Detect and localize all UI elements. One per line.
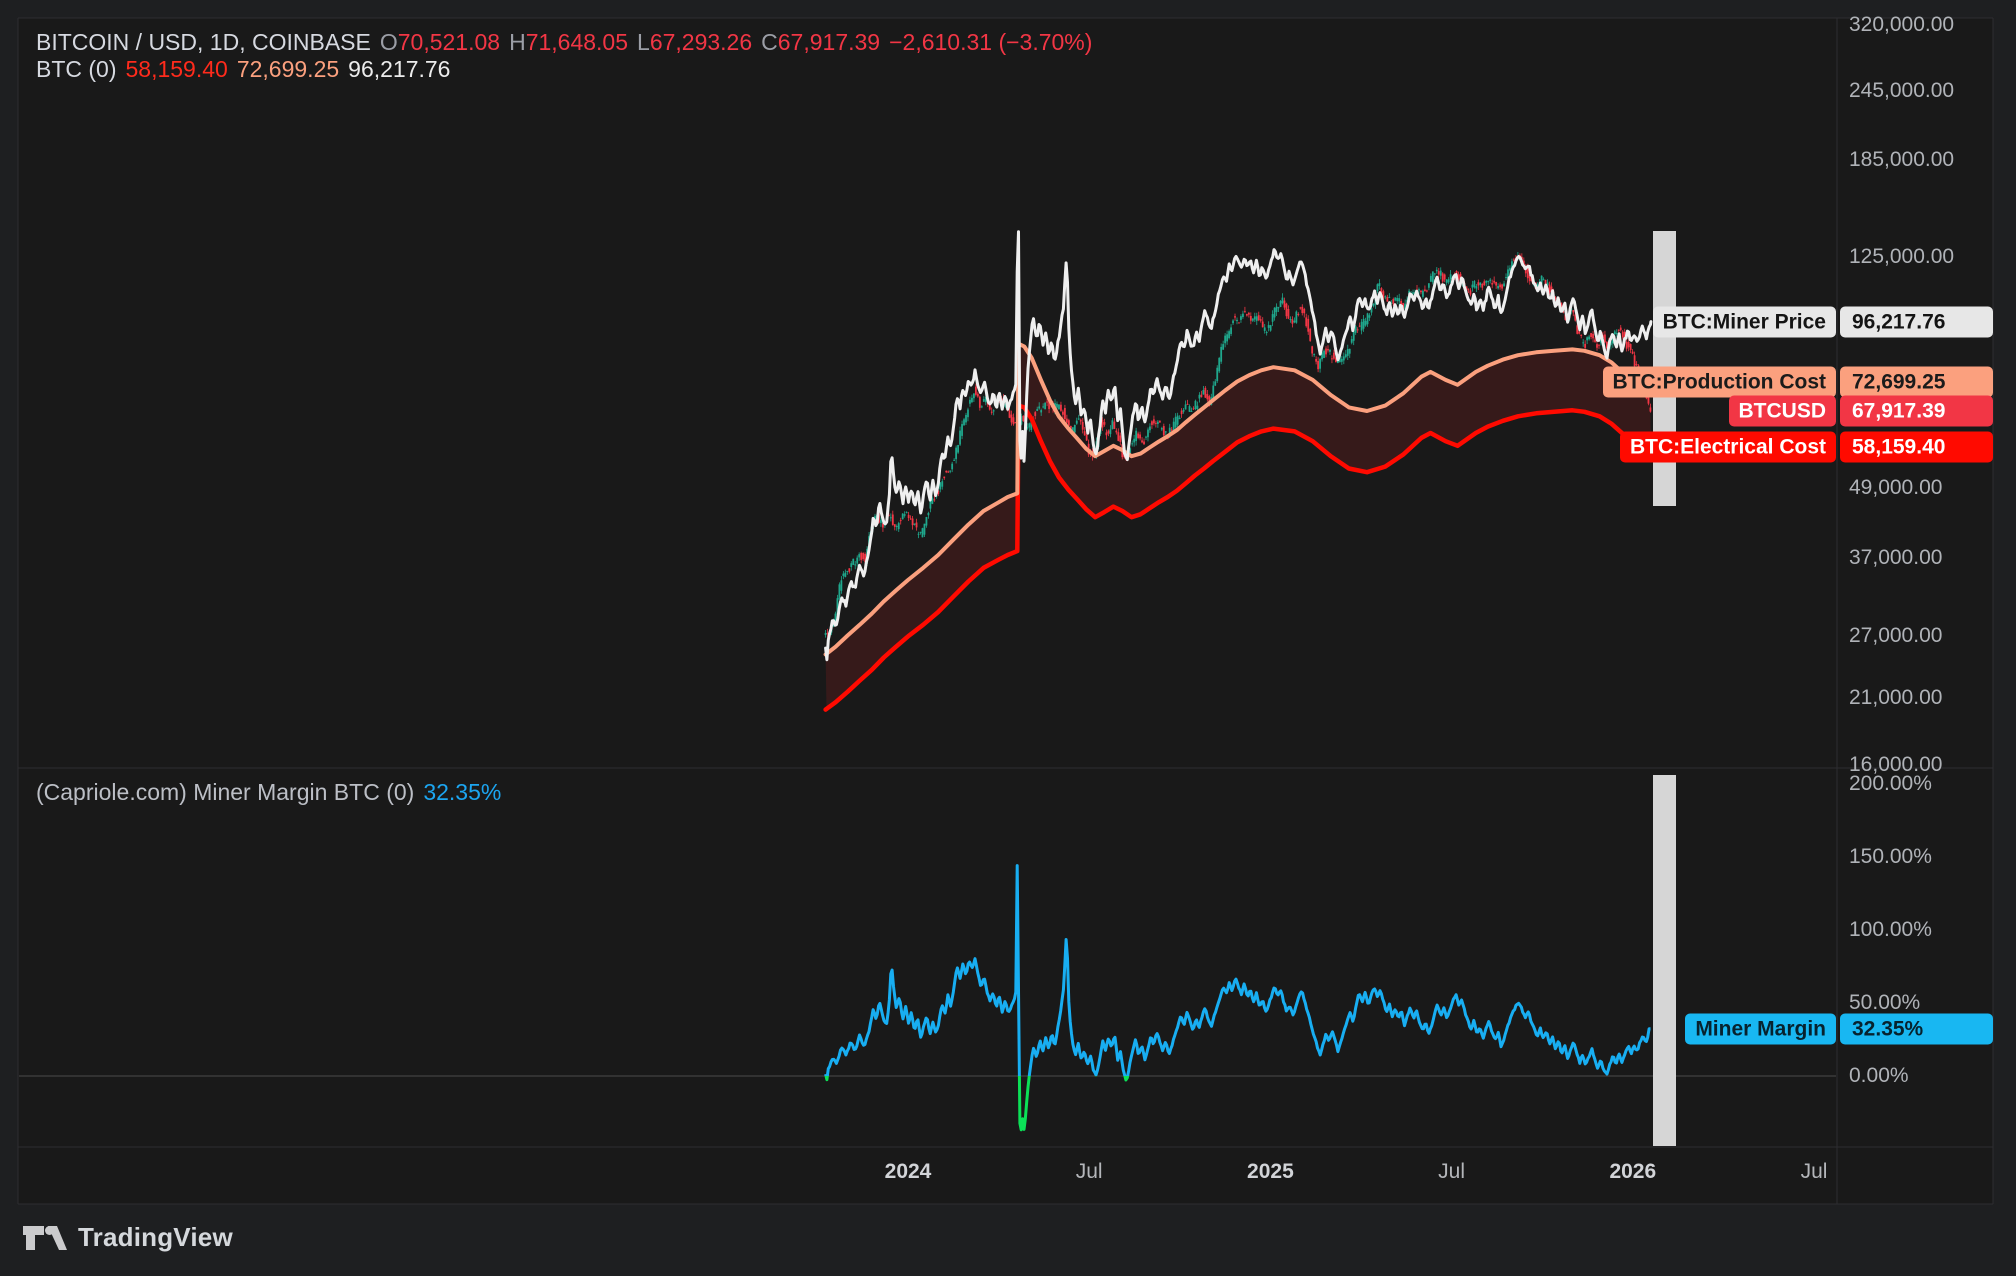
price-axis-tick: 49,000.00 <box>1849 476 1943 500</box>
miner-price-axis-value[interactable]: 96,217.76 <box>1840 306 1993 338</box>
production-cost-value: 72,699.25 <box>236 56 340 82</box>
percent-axis-tick: 50.00% <box>1849 991 1921 1014</box>
price-axis-tick: 245,000.00 <box>1849 78 1955 102</box>
percent-axis-tick: 200.00% <box>1849 772 1932 795</box>
miner-margin-axis-value[interactable]: 32.35% <box>1840 1013 1993 1045</box>
symbol-header-row: BITCOIN / USD, 1D, COINBASE O70,521.08 H… <box>36 29 1092 56</box>
miner-price-value: 96,217.76 <box>348 56 451 82</box>
price-axis-tick: 16,000.00 <box>1849 752 1943 776</box>
production-cost-axis-value[interactable]: 72,699.25 <box>1840 366 1993 398</box>
time-axis-label: 2024 <box>884 1160 932 1183</box>
tradingview-brand-text: TradingView <box>78 1222 233 1252</box>
price-axis-tick: 185,000.00 <box>1849 148 1955 172</box>
price-axis-tick: 27,000.00 <box>1849 623 1943 647</box>
time-axis-label: Jul <box>1800 1160 1828 1183</box>
ohlc-open: O70,521.08 <box>379 29 501 55</box>
price-axis-tick: 21,000.00 <box>1849 685 1943 709</box>
miner-margin-title[interactable]: (Capriole.com) Miner Margin BTC (0) <box>36 779 415 805</box>
time-axis-label: 2025 <box>1247 1160 1294 1183</box>
tradingview-logo-icon <box>23 1225 67 1250</box>
indicator-header-row: BTC (0) 58,159.40 72,699.25 96,217.76 <box>36 56 450 83</box>
change-value: −2,610.31 (−3.70%) <box>889 29 1093 55</box>
miner-margin-header-row: (Capriole.com) Miner Margin BTC (0) 32.3… <box>36 779 501 806</box>
miner-margin-value: 32.35% <box>423 779 502 805</box>
percent-axis-tick: 0.00% <box>1849 1064 1909 1087</box>
percent-axis-tick: 150.00% <box>1849 845 1932 868</box>
miner-price-label[interactable]: BTC:Miner Price <box>1652 306 1836 338</box>
tradingview-watermark[interactable]: TradingView <box>22 1222 233 1253</box>
production-cost-label[interactable]: BTC:Production Cost <box>1602 366 1836 398</box>
price-axis-tick: 125,000.00 <box>1849 245 1955 268</box>
time-axis-label: Jul <box>1075 1160 1103 1183</box>
time-axis-label: 2026 <box>1609 1160 1657 1183</box>
symbol-title[interactable]: BITCOIN / USD, 1D, COINBASE <box>36 29 371 55</box>
indicator-title[interactable]: BTC (0) <box>36 56 117 82</box>
price-axis-tick: 320,000.00 <box>1849 12 1955 36</box>
time-axis-label: Jul <box>1438 1160 1466 1183</box>
btcusd-axis-value[interactable]: 67,917.39 <box>1840 395 1993 427</box>
electrical-cost-axis-value[interactable]: 58,159.40 <box>1840 431 1993 463</box>
ohlc-close: C67,917.39 <box>761 29 881 55</box>
ohlc-high: H71,648.05 <box>509 29 629 55</box>
price-axis-tick: 37,000.00 <box>1849 545 1943 569</box>
btcusd-label[interactable]: BTCUSD <box>1728 395 1836 427</box>
electrical-cost-label[interactable]: BTC:Electrical Cost <box>1619 431 1836 463</box>
ohlc-low: L67,293.26 <box>637 29 753 55</box>
miner-margin-chip-label[interactable]: Miner Margin <box>1685 1013 1836 1045</box>
electrical-cost-value: 58,159.40 <box>125 56 228 82</box>
percent-axis-tick: 100.00% <box>1849 918 1932 941</box>
